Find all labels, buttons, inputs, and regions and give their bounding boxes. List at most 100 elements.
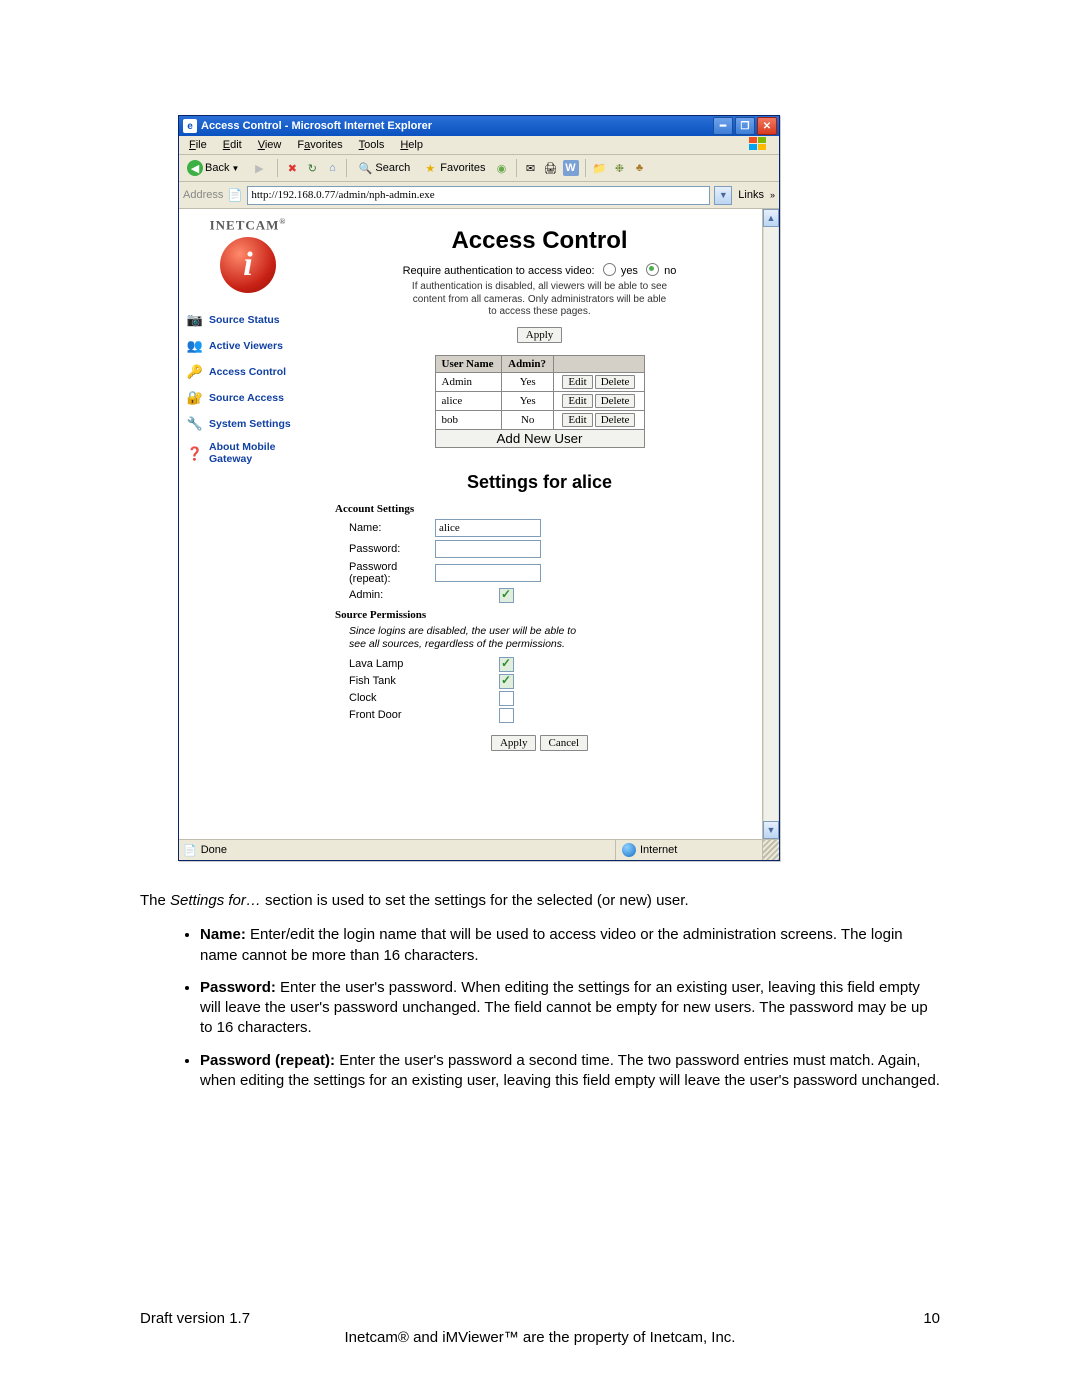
password-repeat-field[interactable] (435, 564, 541, 582)
password-repeat-label: Password (repeat): (349, 561, 435, 585)
window-titlebar: e Access Control - Microsoft Internet Ex… (179, 116, 779, 136)
media-icon[interactable]: ◉ (494, 160, 510, 176)
footer-version: Draft version 1.7 (140, 1310, 250, 1327)
perm-section-label: Source Permissions (335, 609, 744, 621)
user-table: User Name Admin? Admin Yes EditDelete al… (435, 355, 645, 430)
resize-grip-icon[interactable] (763, 840, 779, 860)
edit-button[interactable]: Edit (562, 394, 592, 408)
perm-checkbox-door[interactable] (499, 708, 514, 723)
mail-icon[interactable]: ✉ (523, 160, 539, 176)
admin-checkbox[interactable] (499, 588, 514, 603)
menu-file[interactable]: File (183, 138, 213, 152)
sidebar: INETCAM® i 📷Source Status 👥Active Viewer… (179, 209, 315, 839)
misc-icon[interactable]: ♣ (632, 160, 648, 176)
edit-button[interactable]: Edit (562, 375, 592, 389)
lock-icon: 🔐 (187, 390, 203, 406)
forward-button[interactable]: ▶ (247, 159, 271, 177)
window-title: Access Control - Microsoft Internet Expl… (201, 120, 432, 132)
links-chevron-icon[interactable]: » (770, 190, 775, 200)
auth-line: Require authentication to access video: … (335, 263, 744, 277)
page-footer: Draft version 1.710 Inetcam® and iMViewe… (140, 1310, 940, 1346)
table-row: alice Yes EditDelete (435, 391, 644, 410)
document-body: The Settings for… section is used to set… (140, 891, 940, 1103)
address-label: Address (183, 189, 223, 201)
gear-icon[interactable]: ❉ (612, 160, 628, 176)
search-button[interactable]: 🔍Search (353, 159, 414, 177)
name-field[interactable] (435, 519, 541, 537)
menubar: File Edit View Favorites Tools Help (179, 136, 779, 155)
brand-logo-icon: i (220, 237, 276, 293)
sidebar-item-source-access[interactable]: 🔐Source Access (187, 385, 309, 411)
scroll-down-icon[interactable]: ▼ (763, 821, 779, 839)
address-input[interactable] (247, 186, 710, 205)
auth-no-radio[interactable] (646, 263, 659, 276)
sidebar-item-source-status[interactable]: 📷Source Status (187, 307, 309, 333)
page-body: Access Control Require authentication to… (315, 209, 762, 839)
page-icon: 📄 (183, 844, 197, 857)
password-label: Password: (349, 543, 435, 555)
close-button[interactable]: ✕ (757, 117, 777, 135)
page-heading: Access Control (335, 227, 744, 255)
bullet-password-repeat: Password (repeat): Enter the user's pass… (200, 1051, 940, 1092)
sidebar-item-system-settings[interactable]: 🔧System Settings (187, 411, 309, 437)
print-icon[interactable]: 🖨 (543, 160, 559, 176)
perm-checkbox-fish[interactable] (499, 674, 514, 689)
delete-button[interactable]: Delete (595, 375, 636, 389)
minimize-button[interactable]: ━ (713, 117, 733, 135)
sidebar-item-about[interactable]: ❓About Mobile Gateway (187, 437, 309, 470)
key-icon: 🔑 (187, 364, 203, 380)
toolbar: ◀Back ▼ ▶ ✖ ↻ ⌂ 🔍Search ★Favorites ◉ ✉ 🖨… (179, 155, 779, 182)
status-text: Done (201, 844, 227, 856)
globe-icon (622, 843, 636, 857)
maximize-button[interactable]: ❐ (735, 117, 755, 135)
scrollbar[interactable]: ▲ ▼ (762, 209, 779, 839)
links-label[interactable]: Links (736, 189, 766, 201)
menu-view[interactable]: View (252, 138, 288, 152)
apply-button[interactable]: Apply (517, 327, 563, 343)
menu-help[interactable]: Help (394, 138, 429, 152)
home-icon[interactable]: ⌂ (324, 160, 340, 176)
col-username: User Name (435, 355, 502, 372)
perm-label: Fish Tank (349, 675, 499, 687)
perm-label: Clock (349, 692, 499, 704)
auth-note: If authentication is disabled, all viewe… (410, 281, 670, 319)
windows-flag-icon (743, 136, 773, 155)
perm-checkbox-clock[interactable] (499, 691, 514, 706)
refresh-icon[interactable]: ↻ (304, 160, 320, 176)
ie-app-icon: e (183, 119, 197, 133)
edit-button[interactable]: Edit (562, 413, 592, 427)
zone-text: Internet (640, 844, 677, 856)
folder-icon[interactable]: 📁 (592, 160, 608, 176)
bullet-password: Password: Enter the user's password. Whe… (200, 978, 940, 1039)
perm-label: Front Door (349, 709, 499, 721)
admin-label: Admin: (349, 589, 435, 601)
menu-edit[interactable]: Edit (217, 138, 248, 152)
cancel-button[interactable]: Cancel (540, 735, 589, 751)
table-header-row: User Name Admin? (435, 355, 644, 372)
delete-button[interactable]: Delete (595, 413, 636, 427)
edit-icon[interactable]: W (563, 160, 579, 176)
perm-checkbox-lava[interactable] (499, 657, 514, 672)
table-row: Admin Yes EditDelete (435, 372, 644, 391)
bullet-name: Name: Enter/edit the login name that wil… (200, 925, 940, 966)
sidebar-item-active-viewers[interactable]: 👥Active Viewers (187, 333, 309, 359)
scroll-up-icon[interactable]: ▲ (763, 209, 779, 227)
menu-tools[interactable]: Tools (353, 138, 391, 152)
address-dropdown[interactable]: ▼ (714, 186, 732, 205)
camera-icon: 📷 (187, 312, 203, 328)
auth-yes-radio[interactable] (603, 263, 616, 276)
delete-button[interactable]: Delete (595, 394, 636, 408)
col-actions (554, 355, 644, 372)
back-button[interactable]: ◀Back ▼ (183, 159, 243, 177)
apply-settings-button[interactable]: Apply (491, 735, 537, 751)
intro-paragraph: The Settings for… section is used to set… (140, 891, 940, 911)
stop-icon[interactable]: ✖ (284, 160, 300, 176)
menu-favorites[interactable]: Favorites (291, 138, 348, 152)
wrench-icon: 🔧 (187, 416, 203, 432)
password-field[interactable] (435, 540, 541, 558)
add-user-button[interactable]: Add New User (435, 430, 645, 448)
account-section-label: Account Settings (335, 503, 744, 515)
address-bar: Address 📄 ▼ Links » (179, 182, 779, 209)
favorites-button[interactable]: ★Favorites (418, 159, 489, 177)
sidebar-item-access-control[interactable]: 🔑Access Control (187, 359, 309, 385)
